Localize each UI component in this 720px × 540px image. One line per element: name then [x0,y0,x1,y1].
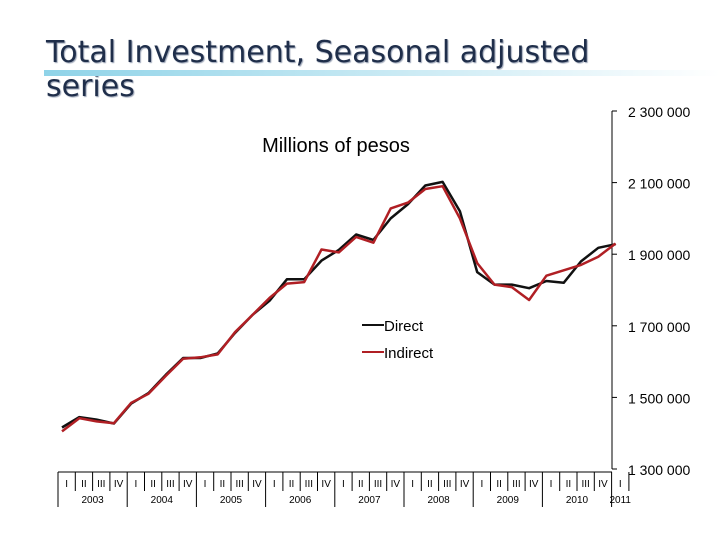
quarter-label: II [220,479,226,490]
quarter-label: III [305,479,313,490]
year-label: 2005 [220,495,243,506]
y-tick-label: 1 900 000 [628,247,690,263]
quarter-label: II [81,479,87,490]
quarter-label: II [566,479,572,490]
quarter-label: I [480,479,483,490]
quarter-label: I [273,479,276,490]
year-label: 2008 [427,495,450,506]
y-tick-label: 2 100 000 [628,176,690,192]
quarter-label: I [619,479,622,490]
series-direct-line [61,180,616,429]
quarter-label: III [97,479,105,490]
quarter-label: III [235,479,243,490]
series-lines [61,180,617,433]
quarter-label: I [550,479,553,490]
quarter-label: IV [391,479,401,490]
year-label: 2003 [81,495,104,506]
quarter-label: II [289,479,295,490]
quarter-label: IV [114,479,124,490]
quarter-label: II [150,479,156,490]
year-label: 2010 [566,495,589,506]
title-underline [44,70,720,76]
quarter-label: II [358,479,364,490]
legend-label: Indirect [384,345,434,362]
quarter-label: IV [529,479,539,490]
y-tick-label: 1 500 000 [628,390,690,406]
quarter-label: I [65,479,68,490]
quarter-label: III [374,479,382,490]
quarter-label: IV [252,479,262,490]
quarter-label: III [512,479,520,490]
year-label: 2007 [358,495,381,506]
quarter-label: II [496,479,502,490]
series-indirect-line [61,184,617,433]
quarter-label: IV [321,479,331,490]
quarter-label: I [204,479,207,490]
year-label: 2009 [497,495,520,506]
legend: Direct Indirect [362,318,434,362]
year-label: 2011 [609,495,631,506]
quarter-label: I [134,479,137,490]
y-tick-label: 1 700 000 [628,319,690,335]
quarter-label: IV [598,479,608,490]
quarter-label: IV [460,479,470,490]
quarter-label: IV [183,479,193,490]
legend-label: Direct [384,318,424,335]
quarter-label: III [166,479,174,490]
axes: 1 300 000 1 500 000 1 700 000 1 900 000 2 10… [57,104,690,507]
year-label: 2004 [151,495,174,506]
quarter-label: I [411,479,414,490]
y-tick-label: 2 300 000 [628,104,690,120]
quarter-label: III [581,479,589,490]
year-label: 2006 [289,495,312,506]
quarter-label: I [342,479,345,490]
quarter-label: II [427,479,433,490]
y-tick-label: 1 300 000 [628,462,690,478]
chart-subtitle: Millions of pesos [262,135,410,157]
quarter-label: III [443,479,451,490]
